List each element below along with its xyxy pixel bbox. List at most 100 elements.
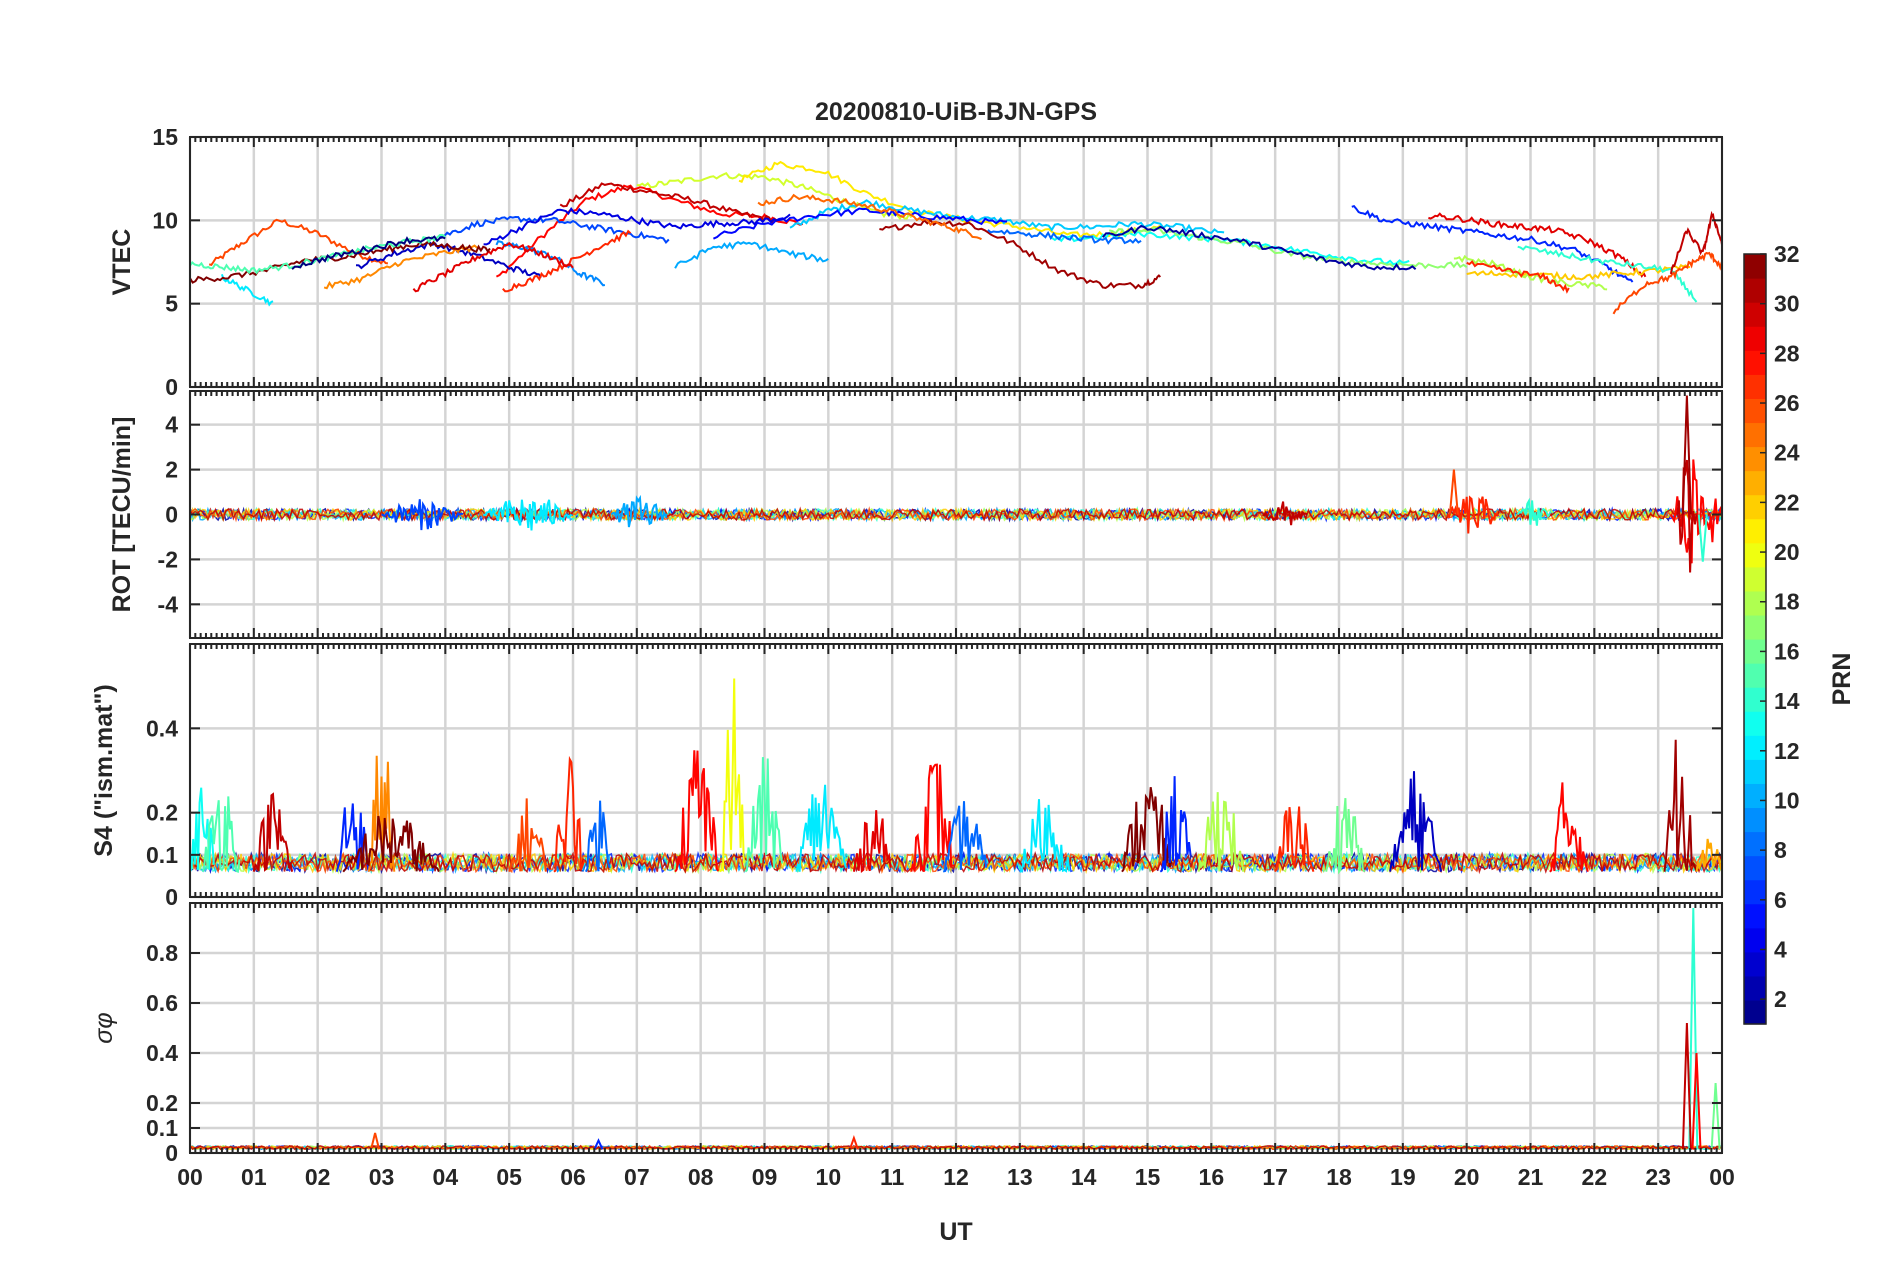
vtec-series-prn-2: [1102, 224, 1417, 271]
x-tick-label: 01: [241, 1164, 267, 1190]
colorbar-segment: [1744, 614, 1766, 640]
y-tick-label: 0: [165, 884, 178, 910]
colorbar-tick-label: 14: [1774, 688, 1800, 714]
vtec-series-prn-8: [987, 229, 1142, 245]
vtec-series-prn-19: [636, 171, 913, 221]
y-tick-label: 0.6: [146, 990, 178, 1016]
x-tick-label: 16: [1199, 1164, 1225, 1190]
spike-prn-31: [1681, 395, 1692, 515]
x-tick-label: 00: [1709, 1164, 1735, 1190]
colorbar-segment: [1744, 975, 1766, 1001]
vtec-series-prn-32: [190, 240, 491, 284]
burst-prn-12: [483, 499, 573, 531]
vtec-series-prn-27b: [1466, 260, 1570, 294]
burst-prn-16: [1325, 798, 1366, 875]
x-tick-label: 00: [177, 1164, 203, 1190]
vtec-series-prn-10: [674, 241, 829, 269]
colorbar-segment: [1744, 735, 1766, 760]
x-tick-label: 20: [1454, 1164, 1480, 1190]
vtec-series-prn-11: [789, 199, 1225, 235]
burst-prn-27: [1274, 806, 1315, 873]
x-tick-label: 10: [816, 1164, 842, 1190]
burst-prn-8: [942, 801, 988, 873]
y-tick-label: 15: [152, 124, 178, 150]
axes-box-sigphi: [189, 902, 1723, 1154]
colorbar-segment: [1744, 422, 1766, 448]
burst-prn-12: [795, 784, 847, 872]
burst-prn-8: [584, 800, 611, 873]
colorbar-segment: [1744, 254, 1766, 279]
vtec-series-prn-28: [495, 184, 804, 278]
y-axis-label-rot: ROT [TECU/min]: [108, 417, 136, 613]
x-tick-label: 14: [1071, 1164, 1097, 1190]
axes-box-s4: [189, 643, 1723, 898]
vtec-series-prn-6: [1351, 204, 1634, 283]
vtec-series-prn-29b: [1428, 212, 1647, 279]
colorbar-tick-label: 10: [1774, 787, 1800, 813]
colorbar-segment: [1744, 374, 1766, 399]
burst-prn-32: [342, 815, 440, 873]
data-rot: [190, 395, 1722, 573]
y-axis-label-vtec: VTEC: [108, 229, 136, 296]
colorbar-segment: [1744, 566, 1766, 592]
x-tick-label: 17: [1262, 1164, 1288, 1190]
colorbar-frame: [1743, 253, 1767, 1025]
burst-prn-26: [508, 798, 547, 872]
burst-prn-28: [1549, 782, 1589, 873]
x-tick-label: 23: [1645, 1164, 1671, 1190]
burst-prn-30: [1261, 501, 1308, 526]
spike-prn-28: [1691, 1052, 1702, 1150]
vtec-series-prn-31: [879, 218, 1162, 290]
x-tick-label: 19: [1390, 1164, 1416, 1190]
colorbar-segment: [1744, 663, 1766, 688]
colorbar-segment: [1744, 783, 1766, 809]
y-axis-label-s4: S4 ("ism.mat"): [90, 684, 118, 856]
colorbar-segment: [1744, 855, 1766, 881]
data-vtec: [190, 160, 1722, 315]
colorbar-tick-label: 22: [1774, 489, 1800, 515]
y-tick-label: 5: [165, 291, 178, 317]
vtec-series-prn-1: [291, 235, 446, 270]
vtec-series-prn-21: [738, 160, 1161, 239]
burst-prn-7: [381, 499, 464, 531]
y-tick-label: 0.4: [146, 715, 178, 741]
burst-prn-15: [201, 796, 241, 874]
y-tick-label: 0.2: [146, 1090, 178, 1116]
colorbar-segment: [1744, 639, 1766, 664]
x-tick-label: 11: [880, 1164, 905, 1190]
burst-prn-27: [1446, 495, 1499, 534]
spike-prn-14: [1697, 514, 1708, 562]
y-tick-label: 0.8: [146, 940, 178, 966]
data-s4: [190, 678, 1722, 875]
colorbar-segment: [1744, 278, 1766, 303]
spike-prn-27: [848, 1135, 859, 1150]
x-tick-label: 06: [560, 1164, 586, 1190]
colorbar-tick-label: 16: [1774, 638, 1800, 664]
colorbar-segment: [1744, 831, 1766, 857]
colorbar-tick-label: 2: [1774, 986, 1787, 1012]
vtec-series-prn-12: [220, 273, 274, 307]
colorbar-tick-label: 6: [1774, 887, 1787, 913]
burst-prn-28: [910, 763, 955, 872]
x-tick-label: 07: [624, 1164, 650, 1190]
burst-prn-29: [852, 810, 892, 873]
x-tick-label: 08: [688, 1164, 714, 1190]
vtec-series-prn-7: [438, 215, 670, 244]
y-tick-label: 0.4: [146, 1040, 178, 1066]
panel-rot: -4 -2 0 2 4 ROT [TECU/min]: [108, 390, 1724, 639]
x-tick-label: 09: [752, 1164, 778, 1190]
spike-prn-6: [593, 1138, 604, 1150]
colorbar-tick-label: 24: [1774, 440, 1800, 466]
burst-prn-32: [1121, 787, 1173, 873]
colorbar-segment: [1744, 398, 1766, 424]
colorbar-tick-label: 20: [1774, 539, 1800, 565]
colorbar-segment: [1744, 903, 1766, 929]
y-tick-label: 2: [165, 457, 178, 483]
burst-prn-27: [553, 755, 586, 873]
spike-prn-16: [1710, 1082, 1721, 1150]
colorbar-tick-label: 32: [1774, 241, 1800, 267]
spike-prn-26: [370, 1132, 381, 1150]
colorbar-segment: [1744, 302, 1766, 327]
burst-prn-23: [1695, 838, 1722, 873]
